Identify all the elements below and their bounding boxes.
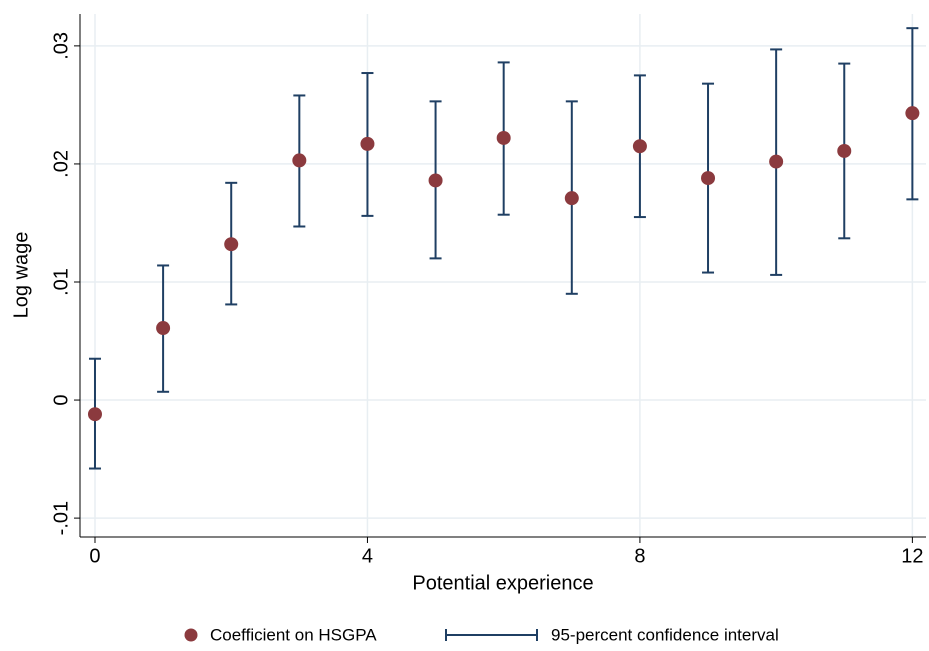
point: [360, 136, 375, 151]
legend-label: 95-percent confidence interval: [551, 625, 779, 644]
legend-marker: [184, 628, 198, 642]
point: [224, 237, 239, 252]
y-tick-label: 0: [50, 394, 72, 405]
x-tick-label: 12: [901, 545, 923, 567]
point: [564, 191, 579, 206]
x-tick-label: 8: [634, 545, 645, 567]
point: [292, 153, 307, 168]
x-axis-title: Potential experience: [412, 572, 593, 594]
x-tick-label: 4: [362, 545, 373, 567]
point: [837, 143, 852, 158]
y-tick-label: -.01: [50, 501, 72, 535]
point: [496, 130, 511, 145]
point: [428, 173, 443, 188]
point: [632, 139, 647, 154]
y-tick-label: .02: [50, 150, 72, 178]
point: [87, 407, 102, 422]
y-tick-label: .01: [50, 268, 72, 296]
legend-label: Coefficient on HSGPA: [210, 625, 377, 644]
y-axis-title: Log wage: [10, 232, 32, 319]
legend-ci-marker: [445, 629, 538, 641]
x-tick-label: 0: [89, 545, 100, 567]
point: [905, 106, 920, 121]
point: [701, 171, 716, 186]
point: [156, 321, 171, 336]
y-tick-label: .03: [50, 32, 72, 60]
point: [769, 154, 784, 169]
